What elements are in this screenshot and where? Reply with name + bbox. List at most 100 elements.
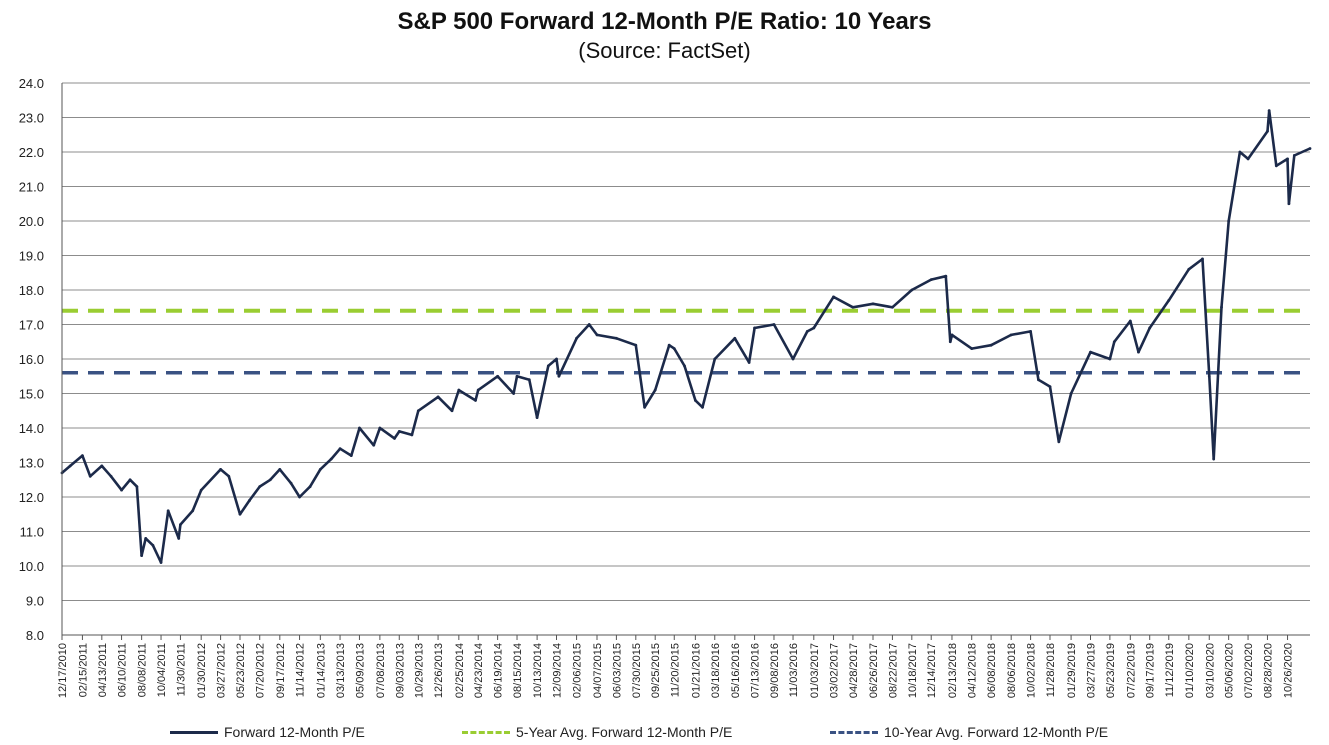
x-tick-label: 01/14/2013 [315,643,327,698]
x-tick-label: 12/09/2014 [552,643,564,698]
pe-data-point [457,388,461,392]
x-tick-label: 06/26/2017 [868,643,880,698]
pe-data-point [1137,350,1140,354]
y-tick-label: 17.0 [19,318,44,333]
pe-data-point [219,468,222,471]
x-tick-label: 06/10/2011 [117,643,129,697]
pe-series-line [61,109,1311,564]
pe-data-point [436,395,440,399]
pe-data-point [329,457,333,461]
pe-data-point [1308,147,1312,150]
pe-data-point [135,485,139,489]
x-tick-label: 03/27/2012 [216,643,228,698]
x-tick-label: 09/17/2019 [1145,643,1157,698]
pe-data-point [372,443,376,447]
y-tick-label: 10.0 [19,559,44,574]
pe-data-point [1246,157,1250,161]
x-tick-label: 08/28/2020 [1262,643,1274,698]
x-tick-label: 12/17/2010 [57,643,69,698]
pe-data-point [258,485,262,489]
pe-data-point [643,405,647,409]
x-tick-label: 08/06/2018 [1006,643,1018,698]
y-tick-label: 15.0 [19,387,44,402]
pe-data-point [1227,219,1231,223]
pe-data-point [1274,164,1278,168]
pe-data-point [1266,129,1269,133]
pe-data-point [527,378,531,382]
x-tick-label: 05/23/2019 [1105,643,1117,698]
pe-data-point [1187,267,1191,271]
x-tick-label: 09/25/2015 [650,643,662,698]
x-tick-label: 10/26/2020 [1283,643,1295,698]
x-tick-label: 10/04/2011 [156,643,168,697]
x-tick-label: 05/09/2013 [354,643,366,698]
pe-data-point [474,399,477,402]
grid-layer [62,82,1310,636]
legend-label-10yr-avg: 10-Year Avg. Forward 12-Month P/E [884,724,1109,740]
pe-data-point [805,330,809,333]
pe-data-point [595,333,599,337]
x-tick-label: 04/12/2018 [967,643,979,698]
y-tick-label: 11.0 [20,525,44,540]
x-tick-label: 01/21/2016 [690,643,702,698]
pe-data-point [1167,298,1171,302]
x-tick-label: 03/18/2016 [710,643,722,698]
pe-data-point [1207,374,1211,378]
x-axis-ticks: 12/17/2010 02/15/2011 04/13/2011 06/10/2011… [57,635,1295,698]
pe-data-point [772,323,776,326]
x-tick-label: 10/18/2017 [907,643,919,698]
pe-data-point [1009,333,1013,337]
x-tick-label: 10/13/2014 [532,643,544,698]
pe-data-point [701,405,704,409]
pe-data-point [1029,330,1032,333]
pe-data-point [747,361,751,364]
x-tick-label: 11/03/2016 [788,643,800,697]
pe-series-layer [60,109,1312,564]
pe-data-point [140,554,144,558]
x-tick-label: 06/08/2018 [986,643,998,698]
pe-data-point [1128,319,1132,323]
chart-legend: Forward 12-Month P/E 5-Year Avg. Forward… [0,722,1329,742]
x-tick-label: 03/02/2017 [829,643,841,698]
pe-data-point [1201,257,1204,261]
y-tick-label: 19.0 [19,249,44,264]
pe-data-point [100,464,104,468]
legend-item-5yr-avg: 5-Year Avg. Forward 12-Month P/E [462,722,732,742]
x-tick-label: 09/17/2012 [275,643,287,698]
pe-data-point [120,488,123,492]
pe-data-point [512,392,516,395]
pe-data-point [1220,305,1223,309]
x-tick-label: 03/10/2020 [1204,643,1216,698]
pe-data-point [238,512,242,516]
legend-swatch-10yr-avg [830,730,878,734]
pe-data-point [832,295,835,299]
pe-data-point [1108,357,1112,361]
x-tick-label: 02/25/2014 [454,643,466,698]
pe-data-point [555,357,558,361]
pe-data-point [693,399,697,402]
x-tick-label: 02/06/2015 [572,643,584,698]
pe-data-point [179,523,182,526]
y-tick-label: 14.0 [19,421,44,436]
x-tick-label: 09/03/2013 [394,643,406,698]
pe-data-point [268,478,272,482]
x-tick-label: 01/03/2017 [809,643,821,698]
x-tick-label: 04/13/2011 [97,643,109,697]
x-tick-label: 07/08/2013 [375,643,387,698]
x-tick-label: 07/30/2015 [631,643,643,698]
y-tick-label: 23.0 [19,111,44,126]
y-tick-label: 9.0 [26,594,44,609]
x-tick-label: 02/15/2011 [77,643,89,697]
x-tick-label: 05/23/2012 [235,643,247,698]
x-tick-label: 04/07/2015 [592,643,604,698]
pe-data-point [891,305,894,309]
pe-data-point [159,561,163,564]
pe-data-point [278,468,282,471]
x-tick-label: 11/14/2012 [295,643,307,697]
y-tick-label: 24.0 [19,76,44,91]
x-tick-label: 12/14/2017 [926,643,938,698]
pe-data-point [672,347,676,351]
pe-data-point [634,343,638,347]
pe-data-point [615,336,618,340]
pe-data-point [308,485,312,489]
